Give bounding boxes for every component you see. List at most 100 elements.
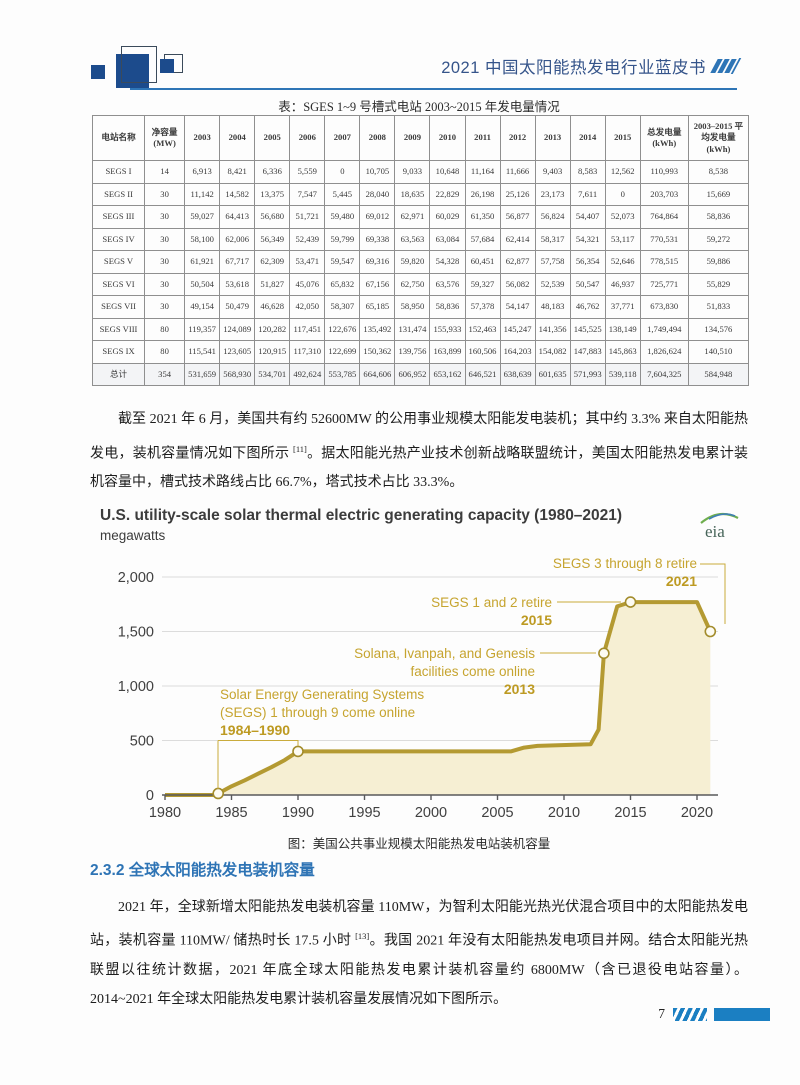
table-cell: 152,463 xyxy=(464,317,501,341)
table-cell: 50,479 xyxy=(219,295,256,319)
table-cell: SEGS VIII xyxy=(91,317,146,341)
table-cell: 14,582 xyxy=(219,182,256,206)
table-cell: 62,971 xyxy=(394,205,431,229)
column-header: 2010 xyxy=(429,115,466,161)
p2-text-a: 2021 年，全球新增太阳能热发电装机容量 110MW，为智利太阳能光热光伏混合… xyxy=(90,900,748,949)
table-cell: 135,492 xyxy=(359,317,396,341)
svg-text:SEGS 1 and 2 retire: SEGS 1 and 2 retire xyxy=(431,595,552,610)
table-cell: 56,349 xyxy=(254,227,291,251)
table-cell: 46,937 xyxy=(604,272,641,296)
footer-hatch-bar xyxy=(673,1007,707,1021)
table-cell: 117,451 xyxy=(289,317,326,341)
table-cell: 50,504 xyxy=(184,272,221,296)
svg-text:SEGS 3 through 8 retire: SEGS 3 through 8 retire xyxy=(553,556,697,571)
table-cell: 571,993 xyxy=(569,362,606,386)
table-cell: 58,307 xyxy=(324,295,361,319)
table-cell: 155,933 xyxy=(429,317,466,341)
table-cell: SEGS V xyxy=(91,250,146,274)
table-cell: 51,833 xyxy=(687,295,750,319)
table-cell: 58,950 xyxy=(394,295,431,319)
table-cell: 58,317 xyxy=(534,227,571,251)
table-cell: 59,886 xyxy=(687,250,750,274)
table-cell: 总计 xyxy=(91,362,146,386)
table-cell: 37,771 xyxy=(604,295,641,319)
chart-caption: 图：美国公共事业规模太阳能热发电站装机容量 xyxy=(287,837,551,851)
table-cell: 5,559 xyxy=(289,160,326,184)
table-cell: 110,993 xyxy=(639,160,689,184)
table-row: SEGS V 30 61,921 67,717 62,309 53,471 59,547 69… xyxy=(91,250,750,274)
table-cell: 8,421 xyxy=(219,160,256,184)
table-cell: 53,117 xyxy=(604,227,641,251)
column-header: 2007 xyxy=(324,115,361,161)
table-cell: 69,338 xyxy=(359,227,396,251)
table-cell: 638,639 xyxy=(499,362,536,386)
table-cell: 62,414 xyxy=(499,227,536,251)
table-cell: 664,606 xyxy=(359,362,396,386)
table-cell: 139,756 xyxy=(394,340,431,364)
svg-text:1990: 1990 xyxy=(282,805,314,821)
annotation-segs12-retire: SEGS 1 and 2 retire 2015 xyxy=(431,595,552,628)
table-cell: 56,824 xyxy=(534,205,571,229)
table-cell: 15,669 xyxy=(687,182,750,206)
segs-generation-table: 电站名称 净容量 (MW) 2003 2004 2005 2006 2007 2008 2009… xyxy=(91,115,750,386)
table-cell: 1,826,624 xyxy=(639,340,689,364)
table-cell: 123,605 xyxy=(219,340,256,364)
table-cell: 145,247 xyxy=(499,317,536,341)
table-cell: 54,147 xyxy=(499,295,536,319)
table-cell: 154,082 xyxy=(534,340,571,364)
table-cell: 601,635 xyxy=(534,362,571,386)
table-cell: 122,699 xyxy=(324,340,361,364)
table-cell: 28,040 xyxy=(359,182,396,206)
svg-text:1995: 1995 xyxy=(348,805,380,821)
table-cell: 63,563 xyxy=(394,227,431,251)
table-cell: 646,521 xyxy=(464,362,501,386)
table-cell: 25,126 xyxy=(499,182,536,206)
table-cell: 30 xyxy=(144,205,186,229)
table-cell: 80 xyxy=(144,340,186,364)
table-cell: SEGS VII xyxy=(91,295,146,319)
table-cell: 51,827 xyxy=(254,272,291,296)
svg-text:2020: 2020 xyxy=(681,805,713,821)
table-cell: SEGS II xyxy=(91,182,146,206)
svg-text:0: 0 xyxy=(146,788,154,804)
table-cell: 57,378 xyxy=(464,295,501,319)
table-cell: 14 xyxy=(144,160,186,184)
table-cell: 56,680 xyxy=(254,205,291,229)
table-cell: 56,082 xyxy=(499,272,536,296)
table-cell: 115,541 xyxy=(184,340,221,364)
p1-text-a: 截至 2021 年 6 月，美国共有约 52600MW 的公用事业规模太阳能发电… xyxy=(90,412,748,462)
table-row: SEGS IV 30 58,100 62,006 56,349 52,439 59,799 6… xyxy=(91,227,750,251)
column-header: 2015 xyxy=(604,115,641,161)
table-cell: 0 xyxy=(604,182,641,206)
table-cell: 145,863 xyxy=(604,340,641,364)
table-cell: 30 xyxy=(144,250,186,274)
header-title: 2021 中国太阳能热发电行业蓝皮书 xyxy=(441,59,706,77)
column-header: 净容量 (MW) xyxy=(144,115,186,161)
table-cell: 164,203 xyxy=(499,340,536,364)
table-cell: 7,604,325 xyxy=(639,362,689,386)
svg-text:2015: 2015 xyxy=(521,612,552,628)
report-logo xyxy=(88,44,188,94)
table-cell: 52,646 xyxy=(604,250,641,274)
table-cell: 46,762 xyxy=(569,295,606,319)
table-cell: 584,948 xyxy=(687,362,750,386)
column-header: 2003–2015 平均发电量 (kWh) xyxy=(687,115,750,161)
table-cell: 56,354 xyxy=(569,250,606,274)
page-footer: 7 xyxy=(658,1006,770,1022)
table-row: SEGS III 30 59,027 64,413 56,680 51,721 59,480… xyxy=(91,205,750,229)
table-cell: 140,510 xyxy=(687,340,750,364)
table-row: SEGS VI 30 50,504 53,618 51,827 45,076 65,832 6… xyxy=(91,272,750,296)
table-cell: SEGS IX xyxy=(91,340,146,364)
table-cell: 120,915 xyxy=(254,340,291,364)
table-cell: 725,771 xyxy=(639,272,689,296)
column-header: 2008 xyxy=(359,115,396,161)
table-cell: 539,118 xyxy=(604,362,641,386)
table-head: 电站名称 净容量 (MW) 2003 2004 2005 2006 2007 2008 2009… xyxy=(91,115,750,161)
svg-text:1980: 1980 xyxy=(149,805,181,821)
table-cell: 134,576 xyxy=(687,317,750,341)
header-slashes-icon xyxy=(710,58,742,74)
table-cell: 61,350 xyxy=(464,205,501,229)
table-cell: 65,832 xyxy=(324,272,361,296)
chart-title: U.S. utility-scale solar thermal electri… xyxy=(100,507,623,524)
table-cell: 69,012 xyxy=(359,205,396,229)
